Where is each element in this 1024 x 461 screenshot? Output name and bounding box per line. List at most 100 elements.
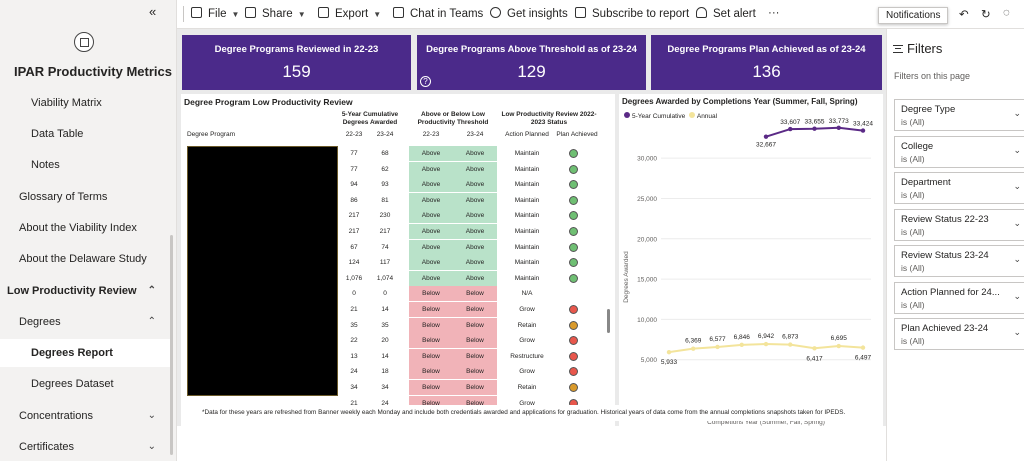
table-cell: 217 xyxy=(348,228,360,235)
table-cell: Above xyxy=(453,270,497,286)
chevron-down-icon[interactable]: ⌄ xyxy=(1013,327,1021,337)
low-productivity-table[interactable]: Degree Program Low Productivity Review 5… xyxy=(181,94,615,431)
table-row[interactable]: 13 14 Below Below Restructure xyxy=(339,348,599,364)
table-row[interactable]: 0 0 Below Below N/A xyxy=(339,286,599,302)
table-cell: Above xyxy=(453,146,497,161)
chevron-down-icon[interactable]: ⌄ xyxy=(147,441,156,452)
refresh-icon[interactable]: ↻ xyxy=(981,9,991,21)
table-row[interactable]: 22 20 Below Below Grow xyxy=(339,333,599,349)
table-cell: Below xyxy=(453,317,497,333)
table-row[interactable]: 21 14 Below Below Grow xyxy=(339,302,599,317)
table-row[interactable]: 217 217 Above Above Maintain xyxy=(339,224,599,239)
nav-scrollbar[interactable] xyxy=(170,235,173,455)
chevron-up-icon[interactable]: ⌃ xyxy=(147,285,156,296)
table-row[interactable]: 67 74 Above Above Maintain xyxy=(339,239,599,255)
chevron-down-icon[interactable]: ⌄ xyxy=(1013,144,1021,155)
table-row[interactable]: 217 230 Above Above Maintain xyxy=(339,208,599,224)
nav-item[interactable]: Degrees ⌃ xyxy=(0,308,170,336)
undo-icon[interactable]: ↶ xyxy=(959,9,969,21)
table-cell: Grow xyxy=(519,399,535,407)
filter-card[interactable]: College is (All) ⌄ xyxy=(894,135,1024,168)
chart-title: Degrees Awarded by Completions Year (Sum… xyxy=(622,97,858,106)
nav-item-label: Glossary of Terms xyxy=(19,191,108,203)
table-cell: Above xyxy=(409,208,453,224)
table-row[interactable]: 34 34 Below Below Retain xyxy=(339,380,599,395)
y-tick-label: 10,000 xyxy=(637,317,657,324)
filter-value: is (All) xyxy=(901,117,925,127)
table-cell: 35 xyxy=(350,321,358,329)
filter-card[interactable]: Review Status 23-24 is (All) ⌄ xyxy=(894,245,1024,277)
col-plan-achieved[interactable]: Plan Achieved xyxy=(556,131,598,138)
chevron-down-icon[interactable]: ⌄ xyxy=(1013,254,1021,264)
subscribe-button[interactable]: Subscribe to report xyxy=(575,7,689,20)
filter-card[interactable]: Degree Type is (All) ⌄ xyxy=(894,99,1024,131)
chevron-down-icon[interactable]: ⌄ xyxy=(1013,108,1021,118)
nav-item[interactable]: Degrees Report xyxy=(0,339,170,367)
table-row[interactable]: 86 81 Above Above Maintain xyxy=(339,192,599,208)
filter-name: Review Status 22-23 xyxy=(901,213,989,225)
report-canvas: Degree Programs Reviewed in 22-23 159 De… xyxy=(177,29,886,461)
data-point xyxy=(836,125,841,130)
filter-card[interactable]: Action Planned for 24... is (All) ⌄ xyxy=(894,281,1024,314)
status-dot-green xyxy=(569,149,578,158)
chevron-down-icon[interactable]: ⌄ xyxy=(1013,290,1021,301)
col-degree-program[interactable]: Degree Program xyxy=(186,131,236,138)
nav-item[interactable]: Glossary of Terms xyxy=(0,183,170,211)
set-alert-button[interactable]: Set alert xyxy=(696,7,756,20)
collapse-nav-icon[interactable]: « xyxy=(149,4,157,19)
degrees-awarded-chart[interactable]: Degrees Awarded by Completions Year (Sum… xyxy=(619,94,883,431)
table-row[interactable]: 77 68 Above Above Maintain xyxy=(339,146,599,161)
table-row[interactable]: 94 93 Above Above Maintain xyxy=(339,177,599,193)
chevron-down-icon: ▼ xyxy=(297,10,306,19)
table-row[interactable]: 124 117 Above Above Maintain xyxy=(339,255,599,271)
table-cell: 22 xyxy=(350,337,358,345)
filter-card[interactable]: Review Status 22-23 is (All) ⌄ xyxy=(894,208,1024,241)
filter-icon xyxy=(893,45,903,53)
col-thr-23-24[interactable]: 23-24 xyxy=(466,131,484,138)
nav-item[interactable]: Degrees Dataset xyxy=(0,370,170,398)
data-point xyxy=(715,344,720,350)
nav-item[interactable]: Concentrations ⌄ xyxy=(0,402,170,430)
nav-item[interactable]: Viability Matrix xyxy=(0,89,170,117)
table-row[interactable]: 1,076 1,074 Above Above Maintain xyxy=(339,270,599,286)
col-cum-22-23[interactable]: 22-23 xyxy=(345,131,363,138)
table-cell: Below xyxy=(409,364,453,380)
table-scrollbar[interactable] xyxy=(607,309,610,333)
table-cell: Below xyxy=(453,333,497,349)
col-action-planned[interactable]: Action Planned xyxy=(505,131,549,138)
col-cum-23-24[interactable]: 23-24 xyxy=(376,131,394,138)
table-row[interactable]: 24 18 Below Below Grow xyxy=(339,364,599,380)
nav-item-label: Degrees Report xyxy=(31,347,113,359)
chevron-down-icon[interactable]: ⌄ xyxy=(1013,217,1021,228)
nav-item[interactable]: Notes xyxy=(0,151,170,179)
share-menu[interactable]: Share ▼ xyxy=(245,7,306,20)
table-cell: Below xyxy=(409,380,453,395)
col-thr-22-23[interactable]: 22-23 xyxy=(422,131,440,138)
nav-item[interactable]: Certificates ⌄ xyxy=(0,433,170,461)
table-cell: 0 xyxy=(383,290,387,298)
filter-card[interactable]: Plan Achieved 23-24 is (All) ⌄ xyxy=(894,318,1024,350)
chevron-down-icon[interactable]: ⌄ xyxy=(147,410,156,421)
table-cell: Maintain xyxy=(514,228,540,235)
help-icon[interactable]: ? xyxy=(420,76,431,87)
left-navigation: « IPAR Productivity Metrics Viability Ma… xyxy=(0,0,177,461)
comment-icon[interactable]: ◌ xyxy=(1003,7,1010,19)
table-cell: 77 xyxy=(350,165,358,173)
nav-item[interactable]: About the Viability Index xyxy=(0,214,170,242)
nav-item[interactable]: About the Delaware Study xyxy=(0,245,170,273)
export-menu[interactable]: Export ▼ xyxy=(318,7,381,20)
table-cell: 14 xyxy=(381,352,389,360)
file-menu[interactable]: File ▼ xyxy=(191,7,239,20)
nav-item[interactable]: Low Productivity Review ⌃ xyxy=(0,277,170,305)
table-row[interactable]: 35 35 Below Below Retain xyxy=(339,317,599,333)
chat-in-teams-button[interactable]: Chat in Teams xyxy=(393,7,483,20)
nav-item[interactable]: Data Table xyxy=(0,120,170,148)
chevron-down-icon[interactable]: ⌄ xyxy=(1013,181,1021,191)
more-options-button[interactable]: ··· xyxy=(768,7,780,19)
table-row[interactable]: 77 62 Above Above Maintain xyxy=(339,161,599,177)
get-insights-button[interactable]: Get insights xyxy=(490,7,568,20)
filter-card[interactable]: Department is (All) ⌄ xyxy=(894,172,1024,204)
table-cell: Above xyxy=(409,177,453,193)
y-tick-label: 20,000 xyxy=(637,236,657,243)
chevron-up-icon[interactable]: ⌃ xyxy=(147,316,156,327)
